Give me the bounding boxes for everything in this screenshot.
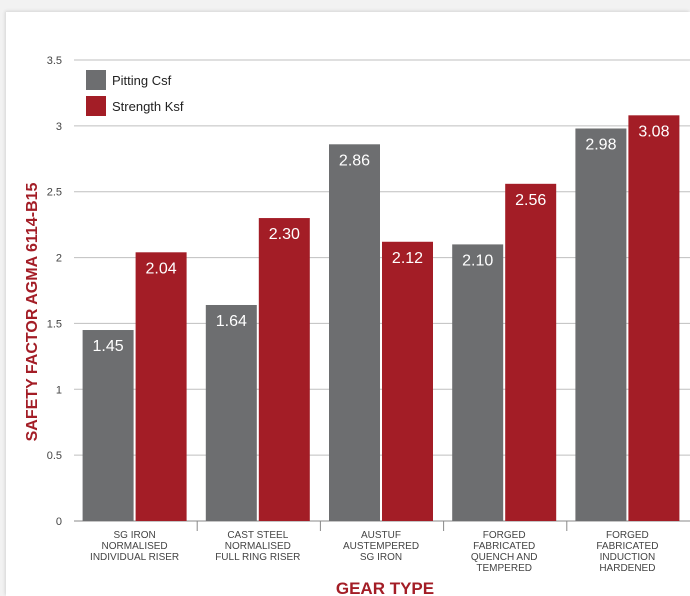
legend-swatch [86,96,106,116]
bar-value-label: 2.04 [146,260,177,277]
x-category-label: CAST STEEL NORMALISED FULL RING RISER [215,530,300,563]
legend-swatch [86,70,106,90]
legend-label: Strength Ksf [112,99,184,114]
y-tick-labels: 0 0.5 1 1.5 2 2.5 3 3.5 [47,55,62,528]
x-axis-title: GEAR TYPE [336,579,434,596]
bar [452,244,504,521]
bar-value-label: 2.98 [585,136,616,153]
bar [628,115,680,521]
bar-value-label: 1.64 [216,313,247,330]
bar-value-label: 2.30 [269,226,300,243]
bar [258,218,310,522]
bar [205,304,257,521]
bar-value-label: 2.56 [515,192,546,209]
y-tick-label: 1 [56,384,62,396]
y-axis-title: SAFETY FACTOR AGMA 6114-B15 [24,183,41,442]
bar [505,183,557,521]
y-tick-label: 0 [56,516,62,528]
x-category-label: AUSTUF AUSTEMPERED SG IRON [343,530,419,563]
y-tick-label: 2 [56,253,62,265]
bar-value-label: 1.45 [93,338,124,355]
x-category-label: FORGED FABRICATED QUENCH AND TEMPERED [471,530,538,574]
bar [329,144,380,521]
y-tick-label: 1.5 [47,318,62,330]
legend: Pitting Csf Strength Ksf [86,70,184,116]
legend-label: Pitting Csf [112,73,172,88]
y-tick-label: 2.5 [47,187,62,199]
bar [382,241,433,521]
x-category-label: FORGED FABRICATED INDUCTION HARDENED [596,530,658,574]
bar-value-label: 3.08 [638,123,669,140]
bar-chart: 0 0.5 1 1.5 2 2.5 3 3.5 1.45 2.04 1.64 2.30 2.86 2.1… [24,55,690,596]
bar [135,252,187,521]
y-tick-label: 0.5 [47,450,62,462]
bar [82,330,134,521]
bar [575,128,627,521]
y-tick-label: 3 [56,121,62,133]
x-category-label: SG IRON NORMALISED INDIVIDUAL RISER [90,530,179,563]
y-tick-label: 3.5 [47,55,62,67]
bars: 1.45 2.04 1.64 2.30 2.86 2.12 2.10 2.56 2.98 3.08 [82,115,680,522]
bar-value-label: 2.10 [462,252,493,269]
bar-value-label: 2.12 [392,250,423,267]
bar-value-label: 2.86 [339,152,370,169]
x-category-labels: SG IRON NORMALISED INDIVIDUAL RISER CAST ST… [90,521,658,574]
chart-panel: 0 0.5 1 1.5 2 2.5 3 3.5 1.45 2.04 1.64 2.30 2.86 2.1… [6,12,690,596]
